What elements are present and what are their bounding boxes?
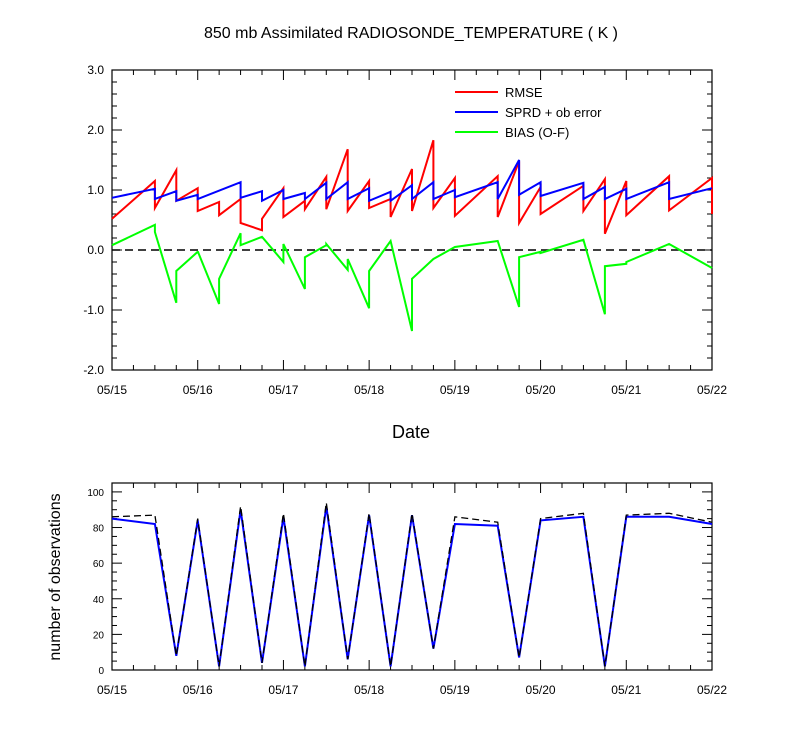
top-x-tick-label: 05/16 [183, 383, 213, 397]
legend: RMSE SPRD + ob error BIAS (O-F) [455, 85, 602, 140]
top-x-tick-label: 05/15 [97, 383, 127, 397]
bottom-x-tick-label: 05/18 [354, 683, 384, 697]
bottom-x-tick-label: 05/22 [697, 683, 727, 697]
bottom-series-line-series-2 [111, 502, 713, 667]
legend-label: SPRD + ob error [505, 105, 602, 120]
bottom-y-tick-label: 80 [93, 524, 105, 535]
bottom-y-tick-label: 60 [93, 559, 105, 570]
top-x-tick-label: 05/21 [611, 383, 641, 397]
top-y-tick-label: 2.0 [87, 123, 104, 137]
top-y-tick-label: -1.0 [83, 303, 104, 317]
legend-label: RMSE [505, 85, 543, 100]
top-series-line-sprd-ob-error [111, 159, 713, 203]
bottom-y-tick-label: 40 [93, 595, 105, 606]
bottom-plot-area: 05/15 05/16 05/17 05/18 05/19 05/20 05/21 05/22… [87, 482, 727, 697]
bottom-x-tick-label: 05/17 [268, 683, 298, 697]
bottom-chart-ylabel: number of observations [47, 493, 64, 660]
top-x-tick-label: 05/17 [268, 383, 298, 397]
bottom-x-tick-label: 05/21 [611, 683, 641, 697]
top-chart-title: 850 mb Assimilated RADIOSONDE_TEMPERATUR… [204, 25, 618, 42]
bottom-x-tick-label: 05/15 [97, 683, 127, 697]
top-series-line-bias-o-f [111, 223, 713, 332]
bottom-x-tick-label: 05/16 [183, 683, 213, 697]
top-x-tick-label: 05/22 [697, 383, 727, 397]
bottom-x-tick-label: 05/20 [526, 683, 556, 697]
bottom-y-tick-label: 0 [98, 666, 104, 677]
top-x-tick-label: 05/18 [354, 383, 384, 397]
bottom-x-tick-label: 05/19 [440, 683, 470, 697]
top-plot-area: 05/15 05/16 05/17 05/18 05/19 05/20 05/21 05/22… [83, 63, 727, 397]
bottom-series-line-series-1 [111, 506, 713, 667]
top-x-tick-label: 05/19 [440, 383, 470, 397]
top-chart-xlabel: Date [392, 422, 430, 442]
top-y-tick-label: 0.0 [87, 243, 104, 257]
legend-label: BIAS (O-F) [505, 125, 569, 140]
top-y-tick-label: 1.0 [87, 183, 104, 197]
bottom-y-tick-label: 20 [93, 630, 105, 641]
top-x-tick-label: 05/20 [526, 383, 556, 397]
bottom-plot-frame [111, 482, 713, 671]
bottom-y-tick-label: 100 [87, 488, 104, 499]
top-y-tick-label: 3.0 [87, 63, 104, 77]
top-y-tick-label: -2.0 [83, 363, 104, 377]
